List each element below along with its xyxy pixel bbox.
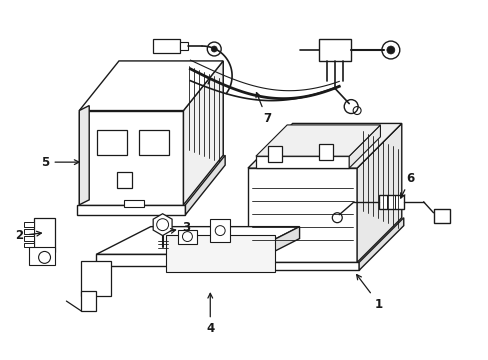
Polygon shape <box>255 156 348 168</box>
Circle shape <box>211 46 217 52</box>
Polygon shape <box>34 218 55 252</box>
Polygon shape <box>97 130 127 155</box>
Polygon shape <box>123 200 143 207</box>
Polygon shape <box>247 168 356 262</box>
Polygon shape <box>247 123 401 168</box>
Polygon shape <box>81 291 96 311</box>
Polygon shape <box>245 262 358 270</box>
Polygon shape <box>96 227 299 255</box>
Text: 1: 1 <box>356 275 382 311</box>
Polygon shape <box>185 155 224 215</box>
Text: 7: 7 <box>256 93 270 125</box>
Polygon shape <box>24 229 34 234</box>
Polygon shape <box>79 111 183 205</box>
Polygon shape <box>180 42 188 50</box>
Polygon shape <box>79 105 89 205</box>
Polygon shape <box>139 130 168 155</box>
Circle shape <box>386 46 394 54</box>
Polygon shape <box>255 125 380 156</box>
Polygon shape <box>319 39 350 61</box>
Polygon shape <box>96 255 244 266</box>
Polygon shape <box>348 125 380 168</box>
Polygon shape <box>24 222 34 227</box>
Text: 4: 4 <box>206 293 214 336</box>
Polygon shape <box>319 144 333 160</box>
Polygon shape <box>165 235 274 272</box>
Polygon shape <box>24 243 34 247</box>
Polygon shape <box>378 195 403 209</box>
Circle shape <box>39 251 50 264</box>
Text: 3: 3 <box>170 221 190 234</box>
Polygon shape <box>433 209 449 223</box>
Polygon shape <box>267 146 281 162</box>
Polygon shape <box>177 230 197 244</box>
Polygon shape <box>153 214 172 235</box>
Polygon shape <box>77 205 185 215</box>
Polygon shape <box>210 219 230 242</box>
Polygon shape <box>183 61 223 205</box>
Text: 6: 6 <box>400 171 414 198</box>
Polygon shape <box>119 61 223 155</box>
Polygon shape <box>24 235 34 240</box>
Polygon shape <box>152 39 180 53</box>
Polygon shape <box>356 123 401 262</box>
Polygon shape <box>358 218 403 270</box>
Polygon shape <box>244 227 299 266</box>
Polygon shape <box>29 247 55 265</box>
Polygon shape <box>117 172 132 188</box>
Polygon shape <box>81 261 111 296</box>
Text: 2: 2 <box>16 229 41 242</box>
Polygon shape <box>79 61 223 111</box>
Text: 5: 5 <box>41 156 79 168</box>
